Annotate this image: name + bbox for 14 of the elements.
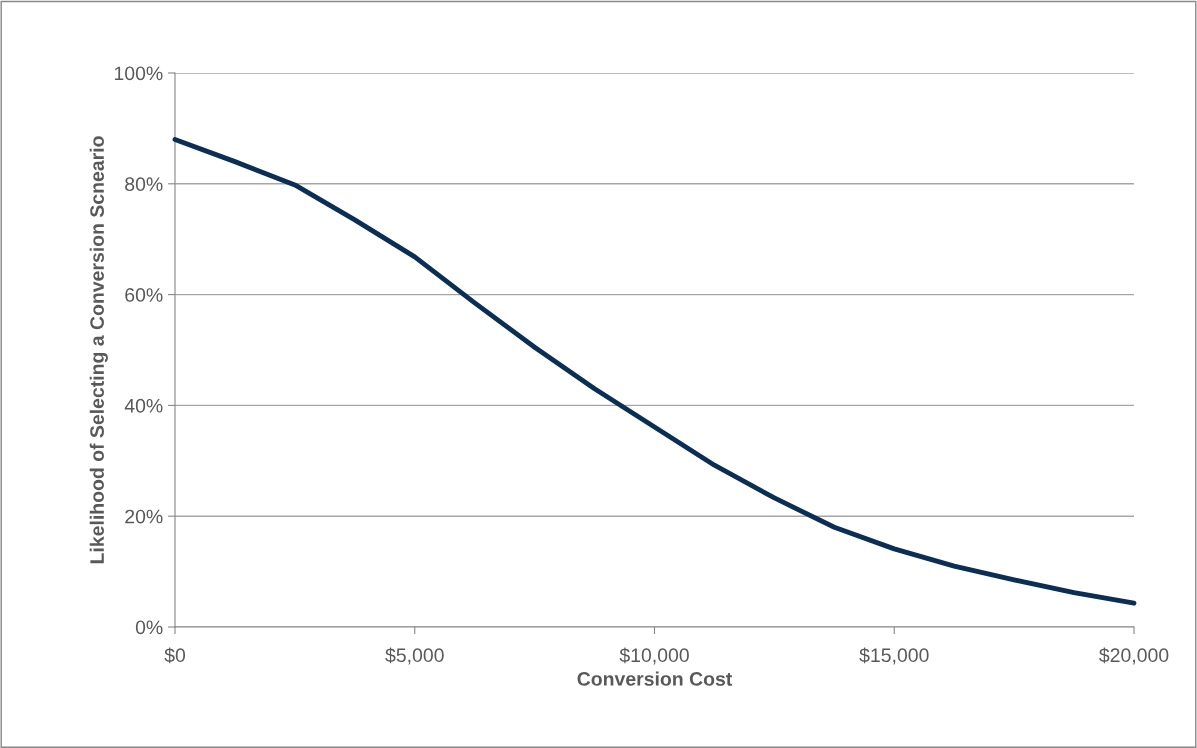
x-axis-title: Conversion Cost <box>577 671 733 686</box>
y-tick-label: 100% <box>114 66 163 81</box>
y-tick-label: 80% <box>125 177 163 192</box>
x-tick-label: $20,000 <box>1099 647 1169 665</box>
x-tick-label: $10,000 <box>619 647 689 665</box>
line-series <box>172 137 1137 606</box>
y-tick-label: 40% <box>124 398 163 413</box>
y-axis-title: Likelihood of Selecting a Conversion Scneario <box>89 136 108 564</box>
y-tick-label: 60% <box>125 288 163 302</box>
x-tick-label: $5,000 <box>385 647 444 665</box>
y-tick-label: 0% <box>135 620 163 635</box>
x-tick-label: $15,000 <box>859 647 929 665</box>
y-tick-label: 20% <box>125 509 163 524</box>
x-tick-label: $0 <box>164 647 186 664</box>
